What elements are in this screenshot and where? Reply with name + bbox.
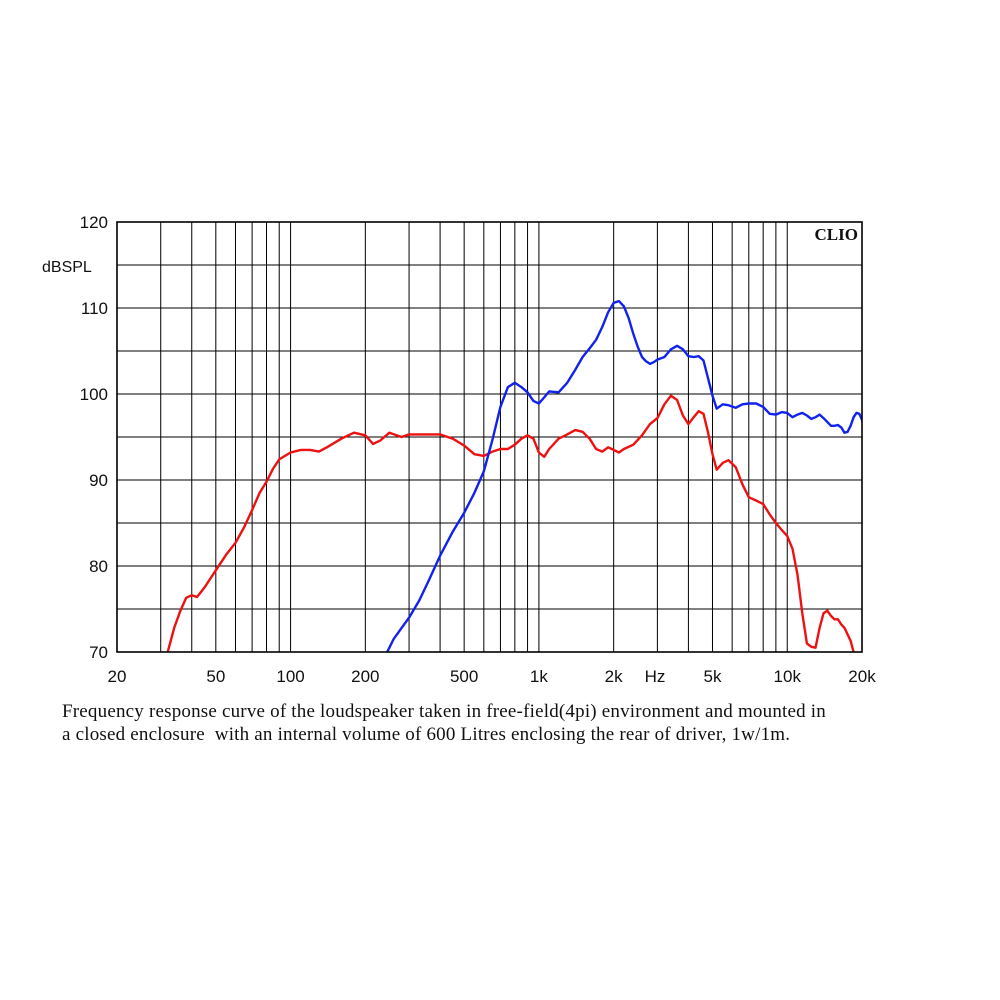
x-tick-label: 20 (108, 667, 127, 686)
caption-line-2: a closed enclosure with an internal volu… (62, 724, 791, 745)
x-tick-label: 20k (848, 667, 876, 686)
series-layer (166, 299, 862, 652)
x-tick-label: 500 (450, 667, 478, 686)
y-tick-label: 70 (89, 643, 108, 662)
x-tick-label: 100 (276, 667, 304, 686)
x-tick-label: 5k (704, 667, 722, 686)
y-tick-label: 110 (81, 299, 108, 318)
y-tick-label: 100 (80, 385, 108, 404)
caption-line-1: Frequency response curve of the loudspea… (62, 701, 826, 722)
clio-watermark: CLIO (815, 225, 858, 244)
x-axis-unit: Hz (645, 667, 666, 686)
series-line-1 (166, 394, 855, 652)
grid (117, 222, 862, 652)
y-tick-label: 80 (89, 557, 108, 576)
plot-frame (116, 221, 863, 653)
y-tick-label: 120 (80, 213, 108, 232)
x-tick-label: 50 (206, 667, 225, 686)
y-tick-label: 90 (89, 471, 108, 490)
tick-labels: 20 50 100 200 500 1k 2k 5k 10k 20k 70 80 90 100 110 120 (80, 213, 877, 686)
y-axis-label: dBSPL (42, 259, 92, 276)
chart-caption: Frequency response curve of the loudspea… (62, 700, 982, 746)
x-tick-label: 10k (774, 667, 802, 686)
x-tick-label: 1k (530, 667, 548, 686)
x-tick-label: 2k (605, 667, 623, 686)
series-line-2 (386, 299, 862, 652)
x-tick-label: 200 (351, 667, 379, 686)
